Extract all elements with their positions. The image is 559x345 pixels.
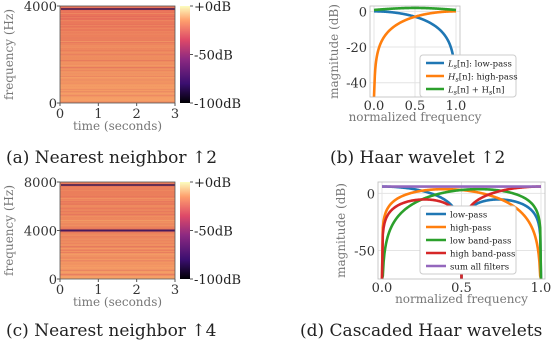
- x-tick-label: 0.0: [372, 281, 393, 296]
- y-tick-label: 4000: [24, 225, 57, 240]
- legend-label-flat: sum all filters: [450, 263, 509, 273]
- y-tick-label: -20: [346, 41, 367, 56]
- x-axis-label: time (seconds): [73, 119, 162, 133]
- y-axis-label: frequency (Hz): [2, 185, 16, 276]
- legend-box: [419, 205, 517, 275]
- y-tick-label: 8000: [24, 176, 57, 191]
- x-tick-label: 2: [133, 283, 141, 298]
- y-tick-label: 0: [49, 97, 57, 112]
- series-line-hl: [380, 187, 543, 280]
- caption-c: (c) Nearest neighbor ↑4: [6, 321, 217, 341]
- caption-d: (d) Cascaded Haar wavelets: [300, 321, 543, 341]
- legend-label-high: Hs[n]: high-pass: [447, 73, 518, 84]
- y-axis-label: frequency (Hz): [2, 9, 16, 100]
- colorbar-tick-label: -50dB: [194, 49, 233, 64]
- y-tick-label: 0: [367, 187, 375, 202]
- y-axis-label: magnitude (dB): [334, 183, 348, 278]
- x-tick-label: 0.5: [451, 281, 472, 296]
- legend-label-low: Ls[n]: low-pass: [447, 60, 512, 71]
- x-tick-label: 1: [94, 107, 102, 122]
- x-tick-label: 1.0: [446, 99, 467, 114]
- x-tick-label: 0: [56, 107, 64, 122]
- colorbar: [180, 182, 190, 279]
- panel-a: 0 1 2 3 time (seconds) 0 4000 frequency (Hz) +0d…: [2, 0, 241, 133]
- legend-label-ll: low-pass: [450, 211, 487, 221]
- colorbar-tick-label: -50dB: [194, 225, 233, 240]
- x-tick-label: 1.0: [531, 281, 552, 296]
- y-axis-label: magnitude (dB): [327, 4, 341, 99]
- plot-frame: [377, 181, 546, 280]
- colorbar-tick-label: +0dB: [194, 176, 231, 191]
- colorbar-tick-label: -100dB: [194, 97, 241, 112]
- y-tick-label: -40: [346, 77, 367, 92]
- x-tick-label: 1: [94, 283, 102, 298]
- y-tick-label: 0: [359, 5, 367, 20]
- legend-label-lh: high-pass: [450, 224, 491, 234]
- legend-label-sum: Ls[n] + Hs[n]: [447, 86, 505, 97]
- x-tick-label: 3: [171, 107, 179, 122]
- x-tick-label: 0.0: [364, 99, 385, 114]
- legend-label-hl: low band-pass: [450, 237, 511, 247]
- x-axis-label: normalized frequency: [395, 292, 528, 306]
- x-tick-label: 2: [133, 107, 141, 122]
- y-tick-label: -50: [354, 244, 375, 259]
- y-tick-label: 4000: [24, 0, 57, 15]
- colorbar: [180, 6, 190, 103]
- x-tick-label: 3: [171, 283, 179, 298]
- series-line-sum: [373, 6, 457, 12]
- colorbar-tick-label: -100dB: [194, 273, 241, 288]
- series-line-high: [372, 10, 456, 98]
- legend-label-hh: high band-pass: [450, 250, 515, 260]
- x-tick-label: 0: [56, 283, 64, 298]
- plot-frame: [369, 5, 461, 98]
- caption-a: (a) Nearest neighbor ↑2: [6, 148, 218, 168]
- panel-c: 0 1 2 3 time (seconds) 0 4000 8000 frequency (Hz…: [2, 176, 241, 309]
- legend-box: [419, 54, 517, 98]
- colorbar-tick-label: +0dB: [194, 0, 231, 15]
- x-axis-label: normalized frequency: [349, 110, 482, 124]
- spectrogram-image: [60, 6, 175, 103]
- x-axis-label: time (seconds): [73, 295, 162, 309]
- y-tick-label: 0: [49, 273, 57, 288]
- x-tick-label: 0.5: [405, 99, 426, 114]
- caption-b: (b) Haar wavelet ↑2: [330, 148, 506, 168]
- plot-frame: [59, 5, 176, 104]
